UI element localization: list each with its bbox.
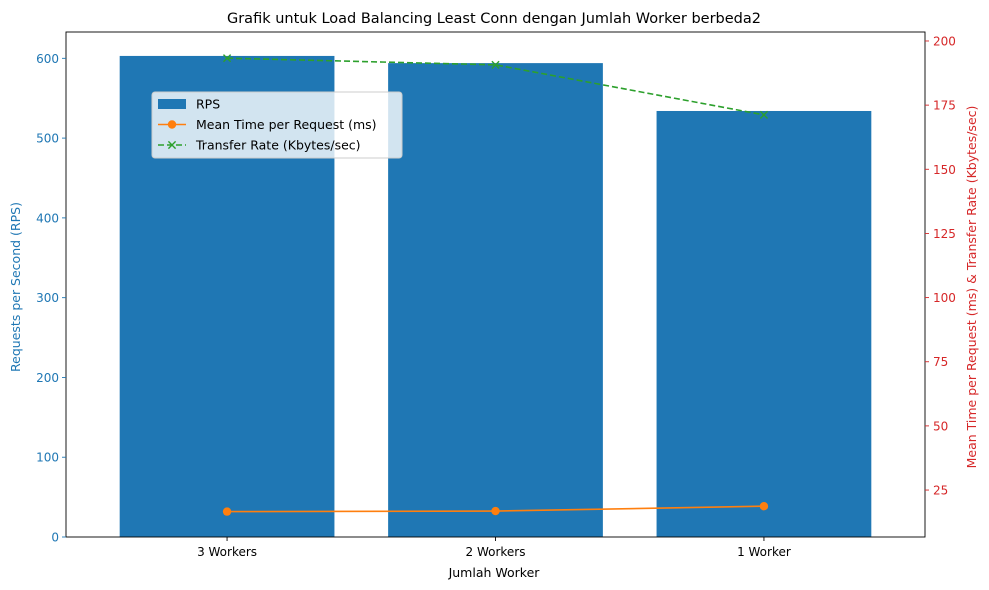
y-right-tick-label-7: 175 xyxy=(933,99,956,113)
y-left-tick-label-7: 600 xyxy=(36,52,59,66)
y-right-tick-label-8: 200 xyxy=(933,34,956,48)
bar-3 xyxy=(656,110,872,537)
legend-label-3: Transfer Rate (Kbytes/sec) xyxy=(195,138,361,153)
legend-swatch-3 xyxy=(158,140,186,150)
lines-layer xyxy=(222,54,769,516)
legend: RPS Mean Time per Request (ms) Transfer Ra… xyxy=(151,91,403,159)
bar-2 xyxy=(388,63,603,538)
x-tick-label-1: 3 Workers xyxy=(197,545,257,559)
y-axis-left-label: Requests per Second (RPS) xyxy=(8,202,23,372)
series-2-point-1 xyxy=(222,54,232,63)
axes-layer: 0 100 200 300 400 500 600 25 50 75 100 125 150 175 200… xyxy=(36,31,956,559)
y-right-tick-label-5: 125 xyxy=(933,227,956,241)
series-1-point-3 xyxy=(759,502,769,511)
legend-swatch-2 xyxy=(158,120,186,129)
y-left-tick-label-5: 400 xyxy=(36,211,59,225)
y-right-tick-label-1: 25 xyxy=(933,484,948,498)
y-right-tick-label-3: 75 xyxy=(933,355,948,369)
y-left-tick-label-4: 300 xyxy=(36,291,59,305)
series-2-point-3 xyxy=(759,110,769,119)
x-tick-label-2: 2 Workers xyxy=(466,545,526,559)
series-2-point-2 xyxy=(491,60,500,69)
chart-title: Grafik untuk Load Balancing Least Conn d… xyxy=(227,11,761,27)
legend-label-2: Mean Time per Request (ms) xyxy=(196,117,377,132)
y-left-tick-label-3: 200 xyxy=(36,371,59,385)
series-line-2 xyxy=(227,57,765,116)
legend-box xyxy=(151,91,403,159)
x-axis-label: Jumlah Worker xyxy=(448,565,541,580)
series-1-point-2 xyxy=(491,506,500,516)
y-axis-right-label: Mean Time per Request (ms) & Transfer Ra… xyxy=(964,106,979,469)
x-tick-label-3: 1 Worker xyxy=(737,545,791,559)
y-right-tick-label-6: 150 xyxy=(933,163,956,177)
y-right-tick-label-4: 100 xyxy=(933,291,956,305)
y-left-tick-label-1: 0 xyxy=(51,531,59,545)
y-left-tick-label-2: 100 xyxy=(36,451,59,465)
legend-label-1: RPS xyxy=(196,97,220,112)
legend-swatch-1 xyxy=(158,99,186,109)
y-left-tick-label-6: 500 xyxy=(36,132,59,146)
y-right-tick-label-2: 50 xyxy=(933,419,948,433)
series-1-point-1 xyxy=(222,507,232,516)
